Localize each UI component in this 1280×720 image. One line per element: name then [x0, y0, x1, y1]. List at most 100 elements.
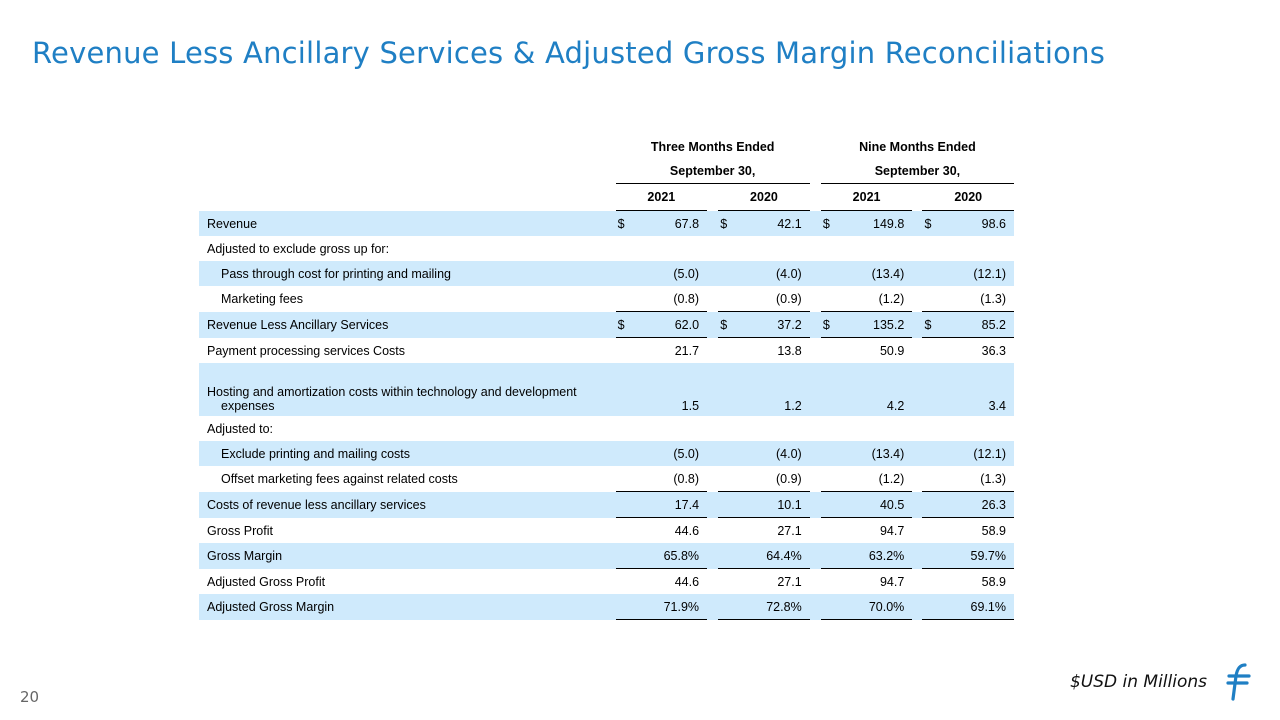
- table-row: Revenue $ 67.8 $ 42.1 $ 149.8 $ 98.6: [199, 211, 1014, 236]
- page-number: 20: [20, 688, 40, 706]
- header-year: 2021: [820, 184, 913, 211]
- cell-value: 59.7%: [932, 543, 1014, 569]
- cell-value: 36.3: [981, 343, 1006, 358]
- row-label: Adjusted to:: [207, 421, 274, 436]
- cell-value: 27.1: [777, 574, 802, 589]
- table-row: Adjusted to exclude gross up for:: [199, 236, 1014, 261]
- row-label-line: Hosting and amortization costs within te…: [207, 385, 577, 399]
- table-row: Offset marketing fees against related co…: [199, 466, 1014, 492]
- row-label: Offset marketing fees against related co…: [221, 472, 458, 486]
- cell-value: (1.2): [831, 286, 913, 312]
- header-three-months: Three Months Ended: [650, 140, 775, 154]
- header-year: 2020: [922, 184, 1014, 211]
- cell-value: 21.7: [674, 343, 700, 358]
- cell-value: (0.8): [625, 466, 708, 492]
- cell-value: 72.8%: [728, 594, 810, 620]
- row-label: Revenue: [199, 211, 616, 236]
- cell-value: (4.0): [728, 261, 810, 286]
- row-label: Exclude printing and mailing costs: [199, 441, 616, 466]
- cell-value: 3.4: [932, 363, 1014, 416]
- cell-value: 44.6: [674, 523, 700, 538]
- cell-value: (5.0): [625, 261, 708, 286]
- cell-value: (1.2): [831, 466, 913, 492]
- cell-value: 70.0%: [831, 594, 913, 620]
- cell-value: 135.2: [831, 312, 913, 338]
- row-label: Costs of revenue less ancillary services: [199, 492, 616, 518]
- cell-value: 44.6: [674, 574, 700, 589]
- slide-title: Revenue Less Ancillary Services & Adjust…: [32, 36, 1106, 70]
- table-row: Adjusted Gross Profit 44.6 27.1 94.7 58.…: [199, 569, 1014, 594]
- dollar-sign: $: [718, 312, 729, 338]
- table-row: Pass through cost for printing and maili…: [199, 261, 1014, 286]
- cell-value: 67.8: [625, 211, 708, 236]
- cell-value: 94.7: [879, 523, 905, 538]
- cell-value: 1.5: [625, 363, 708, 416]
- cell-value: 98.6: [932, 211, 1014, 236]
- table-row: Adjusted to:: [199, 416, 1014, 441]
- row-label-line: expenses: [221, 399, 275, 413]
- cell-value: 17.4: [625, 492, 708, 518]
- cell-value: (1.3): [932, 466, 1014, 492]
- cell-value: 42.1: [728, 211, 810, 236]
- dollar-sign: $: [615, 211, 626, 236]
- cell-value: (1.3): [932, 286, 1014, 312]
- dollar-sign: $: [820, 211, 832, 236]
- cell-value: (0.8): [625, 286, 708, 312]
- cell-value: (12.1): [932, 261, 1014, 286]
- currency-note: $USD in Millions: [1069, 672, 1207, 692]
- cell-value: 40.5: [831, 492, 913, 518]
- cell-value: 37.2: [728, 312, 810, 338]
- row-label: Revenue Less Ancillary Services: [199, 312, 616, 338]
- table-row: Adjusted Gross Margin 71.9% 72.8% 70.0% …: [199, 594, 1014, 620]
- cell-value: 149.8: [831, 211, 913, 236]
- cell-value: 85.2: [932, 312, 1014, 338]
- header-period-nine: September 30,: [820, 159, 1014, 184]
- cell-value: 50.9: [879, 343, 905, 358]
- cell-value: (0.9): [728, 286, 810, 312]
- cell-value: 4.2: [831, 363, 913, 416]
- header-nine-months: Nine Months Ended: [859, 140, 976, 154]
- dollar-sign: $: [615, 312, 626, 338]
- cell-value: 13.8: [777, 343, 802, 358]
- table-row: Costs of revenue less ancillary services…: [199, 492, 1014, 518]
- cell-value: (0.9): [728, 466, 810, 492]
- cell-value: (13.4): [831, 261, 913, 286]
- row-label: Adjusted to exclude gross up for:: [207, 241, 390, 256]
- row-label: Adjusted Gross Margin: [199, 594, 616, 620]
- row-label: Adjusted Gross Profit: [207, 574, 326, 589]
- header-year: 2021: [615, 184, 708, 211]
- cell-value: 27.1: [777, 523, 802, 538]
- cell-value: (4.0): [728, 441, 810, 466]
- row-label: Gross Margin: [199, 543, 616, 569]
- cell-value: 64.4%: [728, 543, 810, 569]
- cell-value: (13.4): [831, 441, 913, 466]
- table-row: Marketing fees (0.8) (0.9) (1.2) (1.3): [199, 286, 1014, 312]
- cell-value: 62.0: [625, 312, 708, 338]
- row-label: Payment processing services Costs: [207, 343, 405, 358]
- row-label: Pass through cost for printing and maili…: [199, 261, 616, 286]
- cell-value: 10.1: [728, 492, 810, 518]
- cell-value: 58.9: [981, 574, 1006, 589]
- table-row: Gross Profit 44.6 27.1 94.7 58.9: [199, 518, 1014, 543]
- cell-value: 71.9%: [625, 594, 708, 620]
- table-row: Revenue Less Ancillary Services $ 62.0 $…: [199, 312, 1014, 338]
- header-period-three: September 30,: [615, 159, 810, 184]
- table-row: Payment processing services Costs 21.7 1…: [199, 338, 1014, 363]
- row-label: Hosting and amortization costs within te…: [199, 363, 616, 416]
- row-label: Marketing fees: [221, 292, 303, 306]
- dollar-sign: $: [922, 211, 933, 236]
- cell-value: (12.1): [932, 441, 1014, 466]
- dollar-sign: $: [922, 312, 933, 338]
- table-row: Gross Margin 65.8% 64.4% 63.2% 59.7%: [199, 543, 1014, 569]
- company-logo-icon: [1226, 663, 1251, 701]
- table-row: Exclude printing and mailing costs (5.0)…: [199, 441, 1014, 466]
- header-year: 2020: [718, 184, 810, 211]
- cell-value: 65.8%: [625, 543, 708, 569]
- cell-value: 58.9: [981, 523, 1006, 538]
- dollar-sign: $: [718, 211, 729, 236]
- cell-value: 69.1%: [932, 594, 1014, 620]
- cell-value: 63.2%: [831, 543, 913, 569]
- row-label: Gross Profit: [207, 523, 273, 538]
- cell-value: 94.7: [879, 574, 905, 589]
- table-row: Hosting and amortization costs within te…: [199, 363, 1014, 416]
